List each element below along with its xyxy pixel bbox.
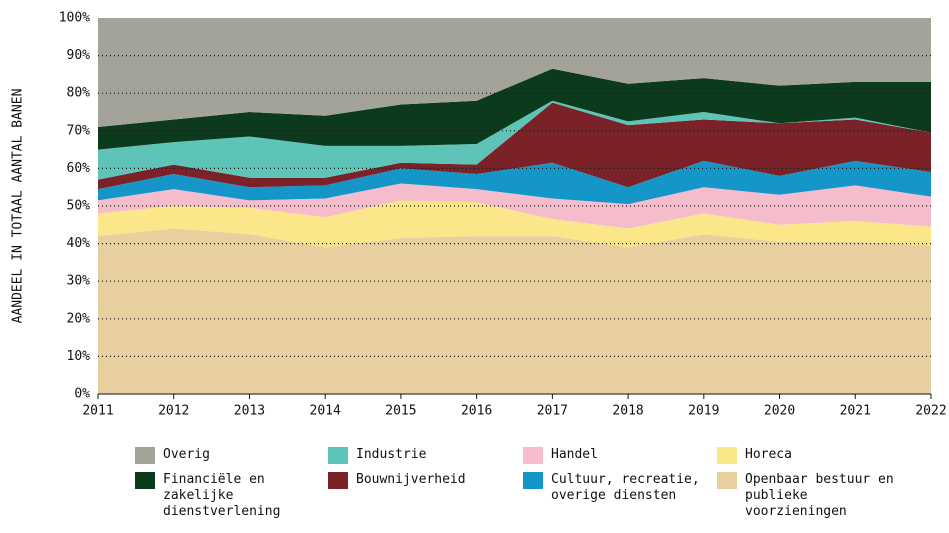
legend-item: Horeca xyxy=(717,447,917,464)
legend-label: Horeca xyxy=(745,447,792,462)
legend-item: Overig xyxy=(135,447,328,464)
x-tick-label: 2012 xyxy=(158,404,189,419)
legend-label: Financiële en zakelijke dienstverlening xyxy=(163,472,281,519)
x-tick-label: 2015 xyxy=(385,404,416,419)
x-tick-label: 2019 xyxy=(688,404,719,419)
legend-label: Cultuur, recreatie, overige diensten xyxy=(551,472,700,503)
legend-swatch xyxy=(135,447,155,464)
area xyxy=(98,160,931,205)
x-tick-label: 2013 xyxy=(234,404,265,419)
legend-label: Handel xyxy=(551,447,598,462)
legend-swatch xyxy=(523,472,543,489)
y-tick-label: 0% xyxy=(74,387,90,402)
y-tick-label: 10% xyxy=(67,349,91,364)
legend-item: Handel xyxy=(523,447,717,464)
area xyxy=(98,18,931,128)
legend-item: Bouwnijverheid xyxy=(328,472,523,520)
x-tick-label: 2021 xyxy=(840,404,871,419)
area xyxy=(98,68,931,150)
x-tick-label: 2016 xyxy=(461,404,492,419)
x-tick-label: 2022 xyxy=(915,404,946,419)
legend-swatch xyxy=(328,472,348,489)
y-tick-label: 60% xyxy=(67,161,91,176)
legend-item: Financiële en zakelijke dienstverlening xyxy=(135,472,328,520)
legend-swatch xyxy=(717,472,737,489)
y-tick-label: 50% xyxy=(67,199,91,214)
legend-label: Openbaar bestuur en publieke voorziening… xyxy=(745,472,894,519)
y-tick-label: 20% xyxy=(67,311,91,326)
legend-label: Bouwnijverheid xyxy=(356,472,466,487)
x-tick-label: 2014 xyxy=(310,404,341,419)
legend-item: Industrie xyxy=(328,447,523,464)
area xyxy=(98,228,931,394)
area xyxy=(98,200,931,248)
y-tick-label: 90% xyxy=(67,48,91,63)
y-tick-label: 40% xyxy=(67,236,91,251)
legend-item: Cultuur, recreatie, overige diensten xyxy=(523,472,717,520)
area xyxy=(98,102,931,190)
y-axis-label: AANDEEL IN TOTAAL AANTAL BANEN xyxy=(11,89,26,324)
legend-swatch xyxy=(135,472,155,489)
area xyxy=(98,100,931,180)
legend-swatch xyxy=(523,447,543,464)
legend-label: Industrie xyxy=(356,447,427,462)
y-tick-label: 30% xyxy=(67,274,91,289)
legend-item: Openbaar bestuur en publieke voorziening… xyxy=(717,472,917,520)
legend-swatch xyxy=(717,447,737,464)
legend-swatch xyxy=(328,447,348,464)
y-tick-label: 70% xyxy=(67,123,91,138)
y-tick-label: 100% xyxy=(59,11,90,26)
legend-label: Overig xyxy=(163,447,210,462)
x-tick-label: 2011 xyxy=(82,404,113,419)
x-tick-label: 2017 xyxy=(537,404,568,419)
y-tick-label: 80% xyxy=(67,86,91,101)
x-tick-label: 2018 xyxy=(612,404,643,419)
x-tick-label: 2020 xyxy=(764,404,795,419)
legend: Overig Industrie Handel Horeca Financiële en… xyxy=(135,447,935,520)
